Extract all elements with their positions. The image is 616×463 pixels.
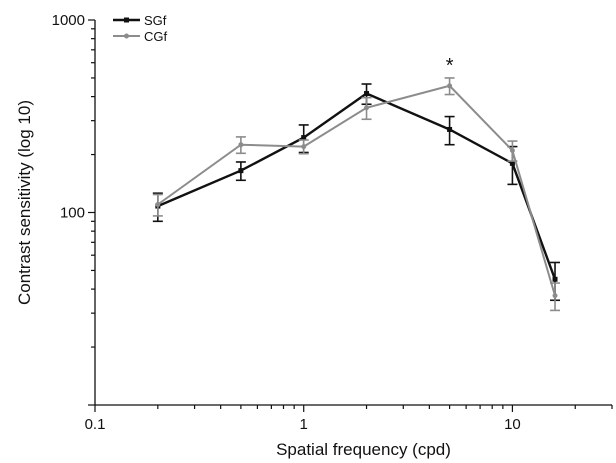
data-point (364, 105, 370, 111)
data-point (509, 160, 515, 166)
data-point (552, 293, 558, 299)
series-line (157, 92, 557, 280)
data-point (447, 126, 453, 132)
x-tick-label: 0.1 (85, 416, 106, 433)
axes: 0.1 1 10 100 1000 (52, 12, 613, 433)
x-tick-label: 10 (504, 416, 521, 433)
data-point (447, 83, 453, 89)
significance-asterisk: * (446, 55, 454, 77)
x-tick-label: 1 (300, 416, 308, 433)
data-point (238, 168, 244, 174)
data-point (301, 135, 307, 141)
legend-marker (124, 33, 129, 39)
data-point (552, 276, 558, 282)
data-point (238, 142, 244, 148)
y-axis-label: Contrast sensitivity (log 10) (15, 100, 34, 305)
legend-marker (124, 17, 129, 23)
series-sgf (152, 83, 561, 302)
y-tick-label: 1000 (52, 12, 85, 29)
series-line (157, 84, 556, 296)
legend-label-cgf: CGf (144, 29, 168, 44)
data-point (301, 144, 307, 150)
y-tick-label: 100 (60, 205, 85, 222)
x-axis-label: Spatial frequency (cpd) (276, 440, 451, 459)
data-point (509, 147, 515, 153)
series-cgf (152, 77, 561, 312)
series-layer: * (152, 55, 561, 312)
data-point (364, 91, 370, 97)
data-point (155, 202, 161, 208)
legend-label-sgf: SGf (144, 13, 167, 28)
